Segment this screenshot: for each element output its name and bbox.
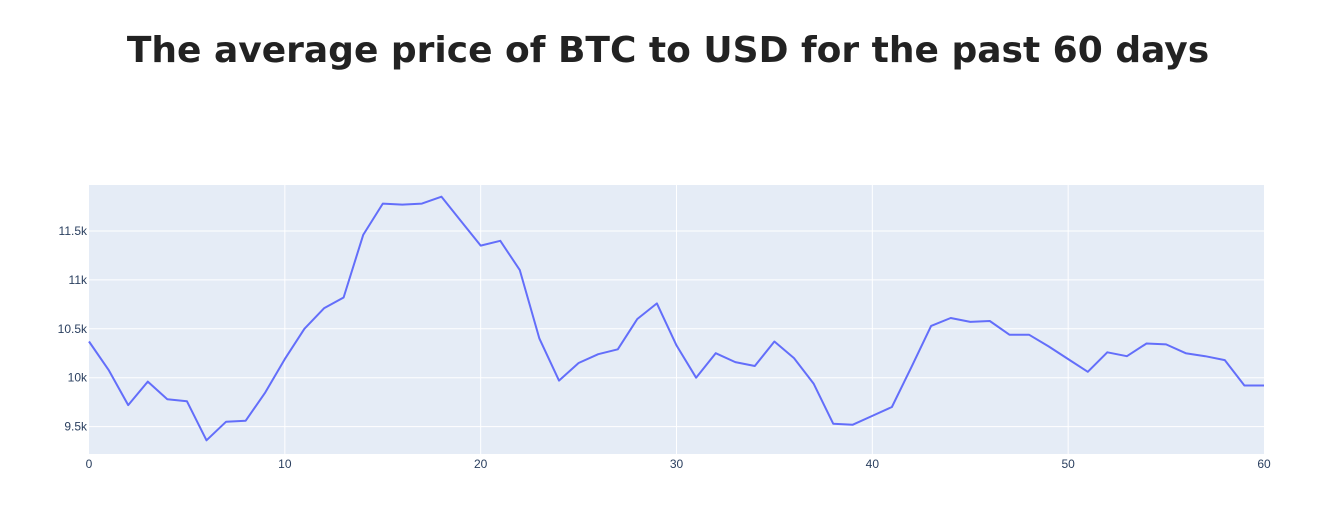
data-point[interactable]	[752, 363, 758, 369]
data-point[interactable]	[204, 437, 210, 443]
x-tick-label: 20	[474, 457, 488, 471]
chart-title: The average price of BTC to USD for the …	[126, 30, 1210, 71]
x-tick-label: 30	[670, 457, 684, 471]
x-axis: 0 10 20 30 40 50 60	[86, 457, 1271, 471]
data-point[interactable]	[164, 396, 170, 402]
data-point[interactable]	[674, 342, 680, 348]
data-point[interactable]	[791, 355, 797, 361]
data-point[interactable]	[948, 315, 954, 321]
data-point[interactable]	[145, 379, 151, 385]
data-point[interactable]	[987, 318, 993, 324]
data-point[interactable]	[380, 201, 386, 207]
data-point[interactable]	[850, 422, 856, 428]
data-point[interactable]	[909, 364, 915, 370]
series-layer	[86, 194, 1267, 443]
data-point[interactable]	[615, 346, 621, 352]
data-point[interactable]	[321, 305, 327, 311]
data-point[interactable]	[399, 202, 405, 208]
data-point[interactable]	[517, 267, 523, 273]
y-axis: 9.5k 10k 10.5k 11k 11.5k	[58, 224, 88, 434]
data-point[interactable]	[497, 238, 503, 244]
data-point[interactable]	[1241, 383, 1247, 389]
grid-lines	[89, 185, 1264, 454]
data-point[interactable]	[1124, 353, 1130, 359]
data-point[interactable]	[967, 319, 973, 325]
data-point[interactable]	[1104, 349, 1110, 355]
data-point[interactable]	[928, 323, 934, 329]
data-point[interactable]	[771, 339, 777, 345]
y-tick-label: 10.5k	[58, 322, 88, 336]
x-tick-label: 10	[278, 457, 292, 471]
x-tick-label: 40	[866, 457, 880, 471]
data-point[interactable]	[1183, 350, 1189, 356]
x-tick-label: 60	[1257, 457, 1271, 471]
data-point[interactable]	[1163, 341, 1169, 347]
data-point[interactable]	[458, 218, 464, 224]
data-point[interactable]	[1222, 357, 1228, 363]
data-point[interactable]	[536, 336, 542, 342]
data-point[interactable]	[693, 375, 699, 381]
data-point[interactable]	[223, 419, 229, 425]
y-tick-label: 11k	[69, 273, 88, 287]
data-point[interactable]	[86, 339, 92, 345]
data-point[interactable]	[556, 378, 562, 384]
data-point[interactable]	[869, 413, 875, 419]
data-point[interactable]	[654, 300, 660, 306]
data-point[interactable]	[1046, 343, 1052, 349]
data-point[interactable]	[301, 326, 307, 332]
data-point[interactable]	[106, 367, 112, 373]
data-point[interactable]	[125, 402, 131, 408]
data-point[interactable]	[1202, 353, 1208, 359]
price-series-line[interactable]	[88, 195, 1264, 442]
data-point[interactable]	[1065, 356, 1071, 362]
data-point[interactable]	[262, 389, 268, 395]
data-point[interactable]	[282, 356, 288, 362]
data-point[interactable]	[811, 381, 817, 387]
x-tick-label: 0	[86, 457, 93, 471]
y-tick-label: 9.5k	[64, 420, 88, 434]
data-point[interactable]	[478, 243, 484, 249]
y-tick-label: 10k	[68, 371, 88, 385]
data-point[interactable]	[439, 194, 445, 200]
data-point[interactable]	[1026, 332, 1032, 338]
y-tick-label: 11.5k	[59, 224, 88, 238]
data-point[interactable]	[184, 398, 190, 404]
data-point[interactable]	[634, 316, 640, 322]
x-tick-label: 50	[1061, 457, 1075, 471]
data-point[interactable]	[1085, 369, 1091, 375]
data-point[interactable]	[1144, 341, 1150, 347]
data-point[interactable]	[595, 351, 601, 357]
data-point[interactable]	[341, 295, 347, 301]
data-point[interactable]	[360, 232, 366, 238]
data-point[interactable]	[732, 359, 738, 365]
data-point[interactable]	[713, 350, 719, 356]
data-point[interactable]	[576, 360, 582, 366]
data-point[interactable]	[1261, 383, 1267, 389]
data-point[interactable]	[830, 421, 836, 427]
data-point[interactable]	[889, 404, 895, 410]
data-point[interactable]	[243, 418, 249, 424]
data-point[interactable]	[419, 201, 425, 207]
data-point[interactable]	[1006, 332, 1012, 338]
